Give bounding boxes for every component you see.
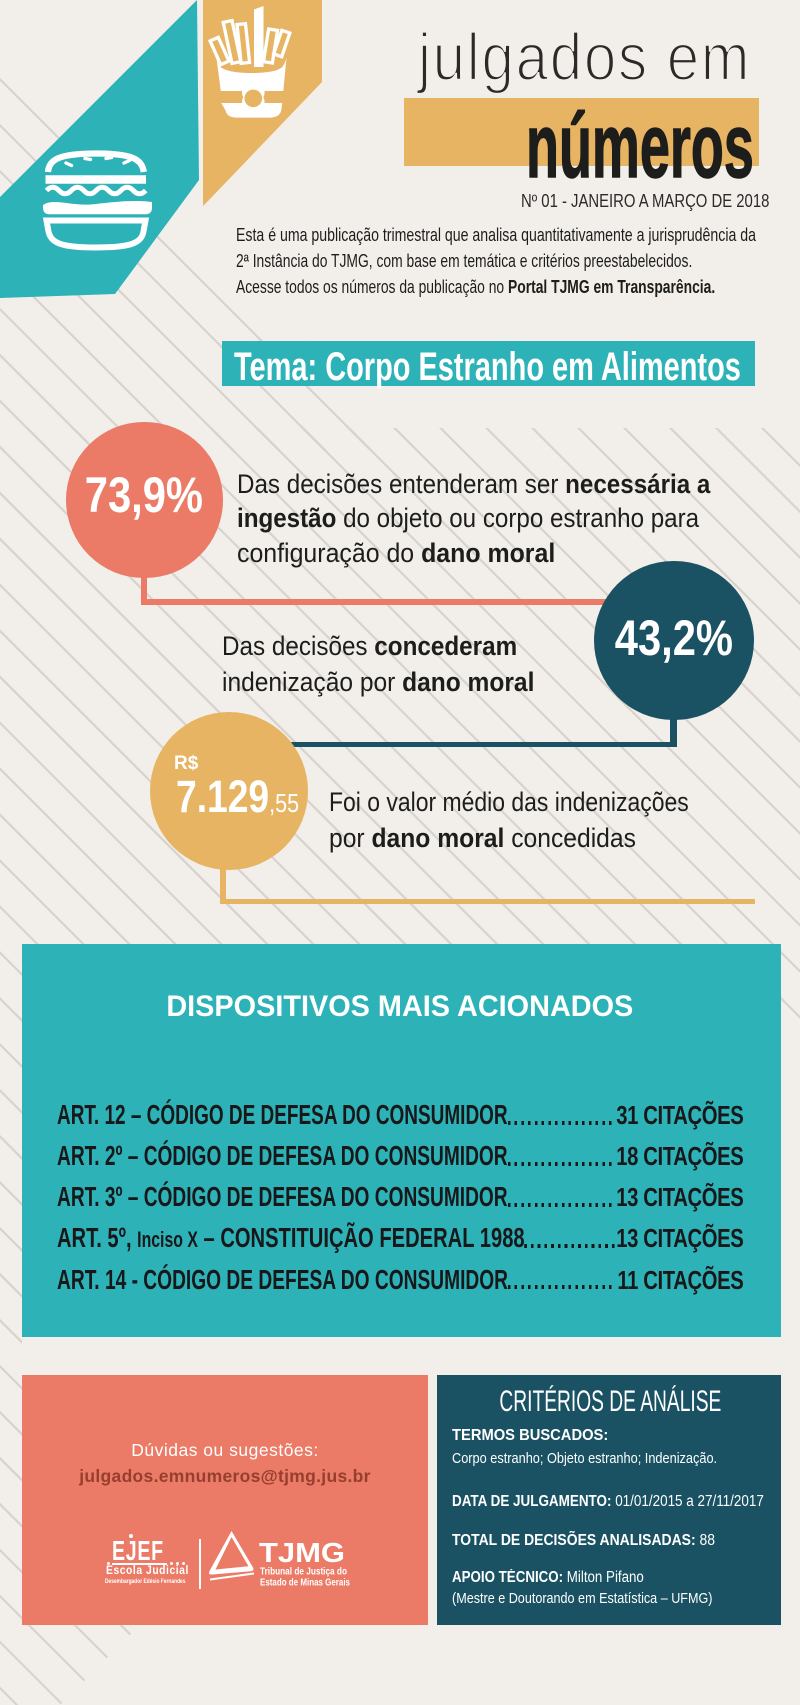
svg-text:Estado de Minas Gerais: Estado de Minas Gerais [260,1578,350,1589]
svg-text:TJMG: TJMG [259,1537,345,1568]
svg-text:Tribunal de Justiça do: Tribunal de Justiça do [260,1567,347,1578]
